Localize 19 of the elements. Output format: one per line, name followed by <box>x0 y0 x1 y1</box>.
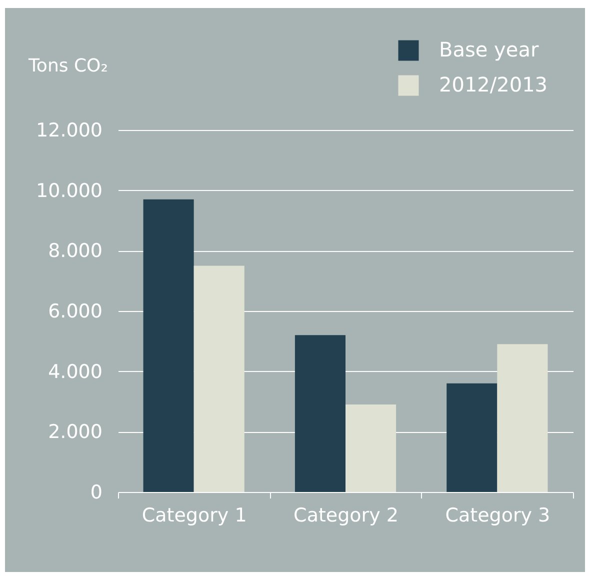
bar <box>194 266 244 492</box>
y-tick-label: 4.000 <box>48 360 102 383</box>
legend-label: 2012/2013 <box>439 72 548 96</box>
bar <box>446 383 498 492</box>
y-tick-label: 12.000 <box>36 120 102 142</box>
y-tick-label: 6.000 <box>48 300 102 322</box>
x-tick-label: Category 2 <box>294 504 398 526</box>
y-tick-label: 2.000 <box>48 421 102 444</box>
bar <box>497 344 548 492</box>
legend-label: Base year <box>439 38 540 62</box>
y-tick-label: 0 <box>90 482 102 504</box>
x-tick-label: Category 1 <box>142 504 247 526</box>
bar <box>346 404 396 492</box>
y-tick-label: 8.000 <box>48 240 102 262</box>
bar <box>143 199 194 492</box>
bar <box>294 335 346 492</box>
y-axis-title: Tons CO₂ <box>28 56 108 76</box>
x-tick-label: Category 3 <box>445 504 550 526</box>
y-tick-label: 10.000 <box>36 180 102 202</box>
